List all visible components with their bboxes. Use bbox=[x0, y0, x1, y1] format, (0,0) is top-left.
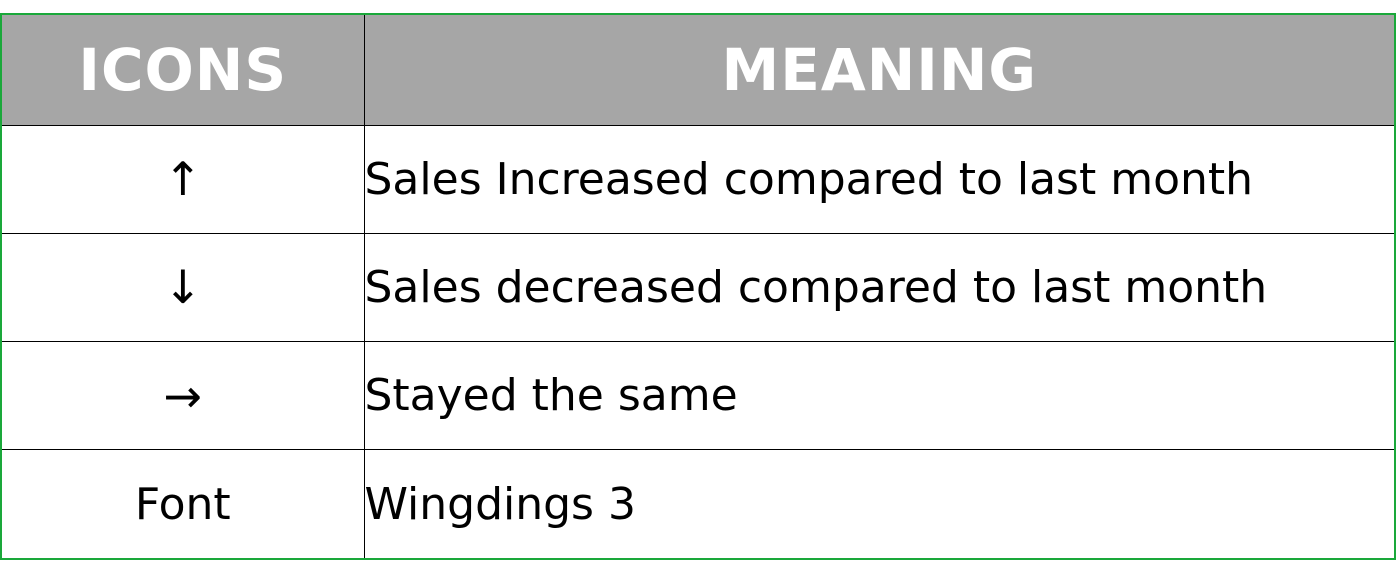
font-name-cell: Wingdings 3 bbox=[363, 449, 1394, 558]
font-label-cell: Font bbox=[2, 449, 365, 558]
icon-legend-table: ICONS MEANING ↑ Sales Increased compared… bbox=[2, 15, 1394, 558]
legend-table-frame: ICONS MEANING ↑ Sales Increased compared… bbox=[0, 13, 1396, 560]
table-header-row: ICONS MEANING bbox=[2, 15, 1394, 126]
meaning-column-header: MEANING bbox=[363, 15, 1394, 126]
arrow-right-icon: → bbox=[2, 341, 365, 451]
table-row: → Stayed the same bbox=[2, 341, 1394, 451]
icons-column-header: ICONS bbox=[2, 15, 365, 126]
meaning-cell: Sales Increased compared to last month bbox=[363, 124, 1394, 234]
table-row: ↓ Sales decreased compared to last month bbox=[2, 232, 1394, 343]
arrow-down-icon: ↓ bbox=[2, 232, 365, 343]
meaning-cell: Sales decreased compared to last month bbox=[363, 232, 1394, 343]
table-row: Font Wingdings 3 bbox=[2, 449, 1394, 558]
arrow-up-icon: ↑ bbox=[2, 124, 365, 234]
table-row: ↑ Sales Increased compared to last month bbox=[2, 124, 1394, 234]
meaning-cell: Stayed the same bbox=[363, 341, 1394, 451]
